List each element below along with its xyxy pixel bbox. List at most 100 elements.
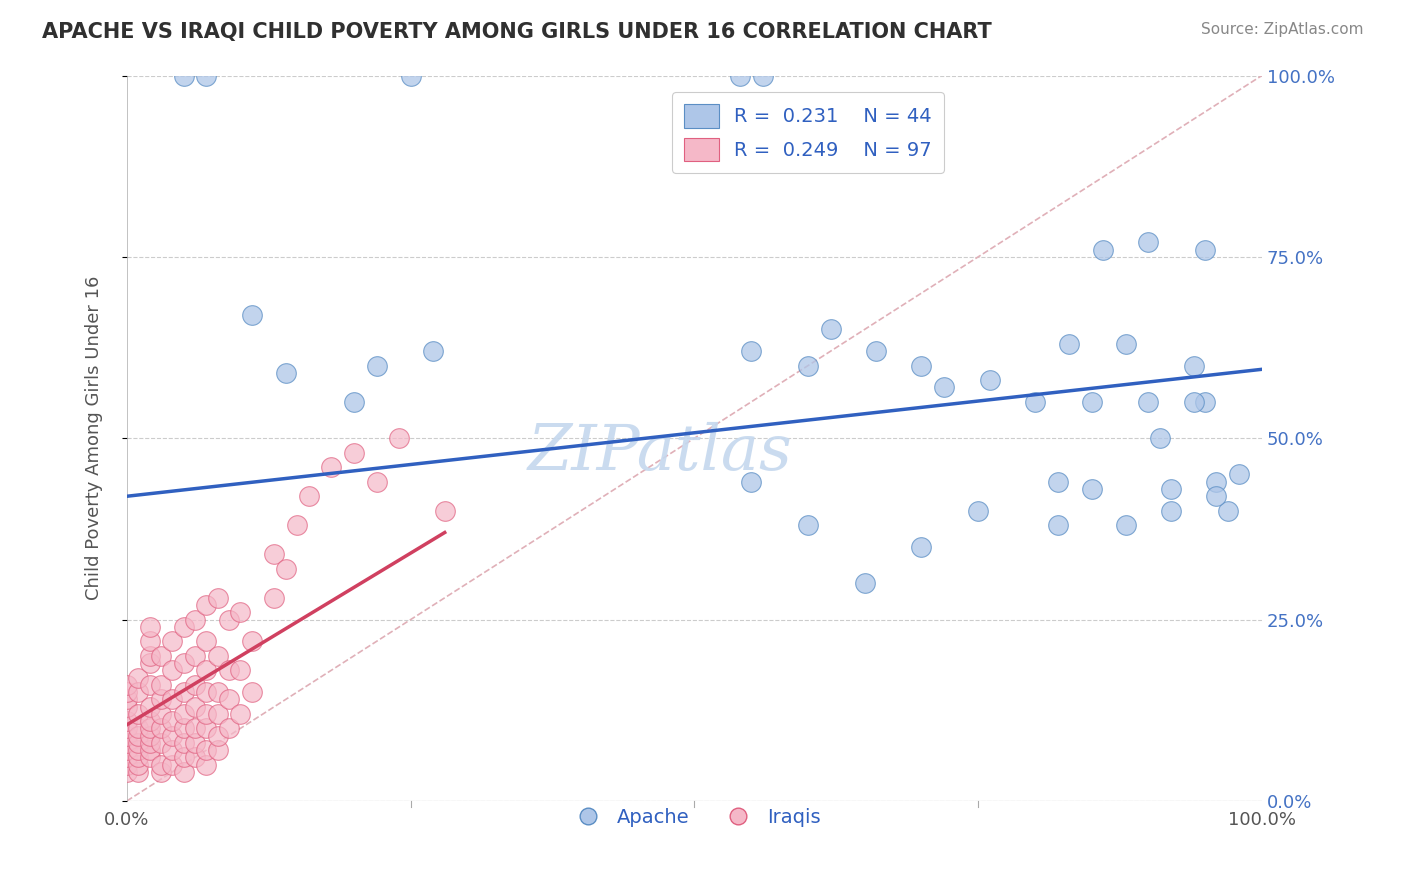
Point [115, 736, 138, 750]
Point [1160, 504, 1182, 518]
Point [366, 359, 388, 373]
Y-axis label: Child Poverty Among Girls Under 16: Child Poverty Among Girls Under 16 [86, 276, 103, 600]
Point [1080, 395, 1102, 409]
Point [967, 504, 990, 518]
Point [149, 706, 172, 721]
Point [127, 757, 149, 772]
Point [218, 613, 240, 627]
Point [138, 736, 160, 750]
Point [853, 576, 876, 591]
Point [740, 475, 762, 489]
Point [1091, 243, 1114, 257]
Point [218, 664, 240, 678]
Point [149, 757, 172, 772]
Point [195, 69, 218, 83]
Point [127, 685, 149, 699]
Point [1115, 518, 1137, 533]
Point [115, 685, 138, 699]
Point [138, 634, 160, 648]
Point [162, 729, 184, 743]
Point [149, 692, 172, 706]
Point [1046, 475, 1069, 489]
Point [173, 736, 195, 750]
Point [149, 736, 172, 750]
Point [1024, 395, 1046, 409]
Point [195, 634, 218, 648]
Point [115, 750, 138, 764]
Point [184, 750, 207, 764]
Point [173, 750, 195, 764]
Point [173, 656, 195, 670]
Point [127, 706, 149, 721]
Point [285, 518, 308, 533]
Point [138, 714, 160, 728]
Point [240, 634, 263, 648]
Point [343, 446, 366, 460]
Point [115, 722, 138, 736]
Point [740, 344, 762, 359]
Point [195, 706, 218, 721]
Point [1216, 504, 1239, 518]
Point [1160, 482, 1182, 496]
Point [797, 518, 820, 533]
Point [229, 706, 252, 721]
Point [173, 69, 195, 83]
Point [184, 736, 207, 750]
Point [115, 692, 138, 706]
Point [127, 722, 149, 736]
Point [162, 743, 184, 757]
Point [207, 706, 229, 721]
Point [207, 648, 229, 663]
Legend: Apache, Iraqis: Apache, Iraqis [561, 800, 828, 835]
Point [422, 344, 444, 359]
Point [149, 678, 172, 692]
Text: ZIPatlas: ZIPatlas [529, 422, 793, 483]
Point [195, 685, 218, 699]
Point [1046, 518, 1069, 533]
Point [115, 729, 138, 743]
Text: APACHE VS IRAQI CHILD POVERTY AMONG GIRLS UNDER 16 CORRELATION CHART: APACHE VS IRAQI CHILD POVERTY AMONG GIRL… [42, 22, 991, 42]
Point [263, 547, 285, 561]
Point [195, 598, 218, 612]
Point [173, 685, 195, 699]
Point [138, 620, 160, 634]
Point [932, 380, 955, 394]
Point [162, 692, 184, 706]
Point [229, 605, 252, 619]
Point [138, 743, 160, 757]
Point [184, 613, 207, 627]
Point [115, 743, 138, 757]
Point [195, 743, 218, 757]
Point [115, 699, 138, 714]
Point [910, 540, 932, 554]
Point [1080, 482, 1102, 496]
Text: Source: ZipAtlas.com: Source: ZipAtlas.com [1201, 22, 1364, 37]
Point [865, 344, 887, 359]
Point [797, 359, 820, 373]
Point [115, 764, 138, 779]
Point [1227, 467, 1250, 482]
Point [1205, 475, 1227, 489]
Point [728, 69, 751, 83]
Point [184, 722, 207, 736]
Point [127, 736, 149, 750]
Point [138, 699, 160, 714]
Point [207, 685, 229, 699]
Point [1205, 489, 1227, 503]
Point [195, 757, 218, 772]
Point [138, 648, 160, 663]
Point [162, 714, 184, 728]
Point [910, 359, 932, 373]
Point [149, 648, 172, 663]
Point [1137, 235, 1160, 250]
Point [138, 750, 160, 764]
Point [229, 664, 252, 678]
Point [127, 671, 149, 685]
Point [751, 69, 773, 83]
Point [979, 373, 1001, 387]
Point [127, 743, 149, 757]
Point [297, 489, 319, 503]
Point [127, 764, 149, 779]
Point [433, 504, 456, 518]
Point [115, 678, 138, 692]
